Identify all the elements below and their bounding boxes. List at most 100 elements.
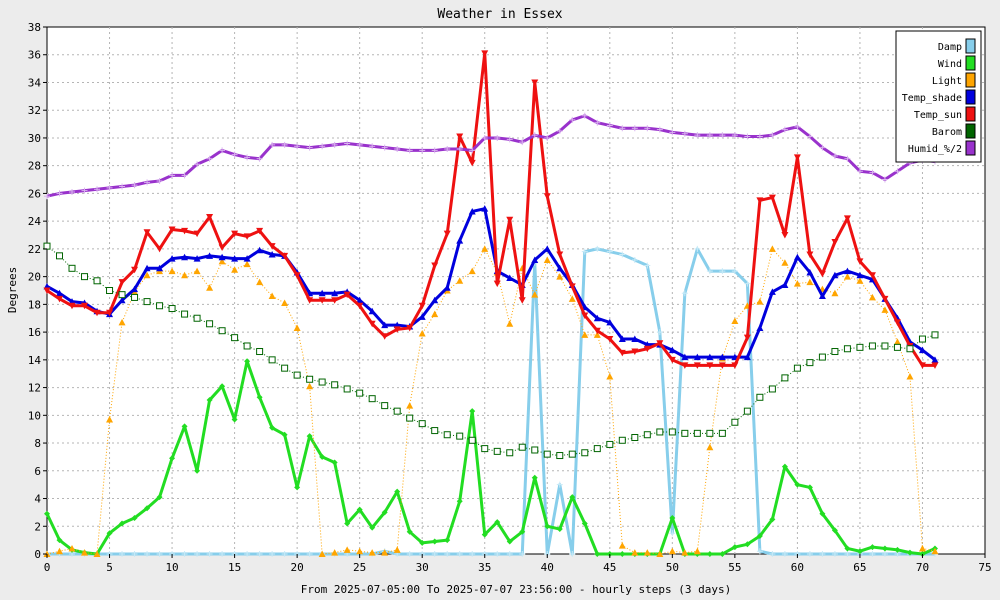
series-humid-2-point (831, 152, 838, 159)
series-temp-sun-point (768, 194, 776, 202)
series-barom-point (156, 302, 164, 310)
series-humid-2-point (419, 147, 426, 154)
legend: Damp Wind Light Temp_shade Temp_sun Barom Humi… (895, 30, 982, 163)
series-humid-2-point (44, 193, 50, 200)
y-tick-label: 4 (34, 493, 41, 506)
series-temp-sun-point (243, 233, 251, 240)
series-humid-2-point (581, 112, 588, 119)
series-wind-point (244, 358, 251, 365)
series-light-point (231, 266, 239, 273)
series-humid-2-point (369, 143, 376, 150)
series-barom-point (468, 436, 476, 444)
series-humid-2-point (631, 125, 638, 132)
series-temp-shade-point (268, 250, 276, 258)
series-light-point (181, 271, 189, 279)
series-wind-point (256, 394, 263, 401)
series-humid-2-point (256, 155, 263, 162)
series-humid-2-point (644, 125, 651, 132)
series-humid-2-point (494, 134, 501, 141)
series-damp-point (206, 551, 213, 557)
series-temp-sun-point (218, 244, 226, 252)
series-barom-point (756, 393, 764, 401)
series-light-point (918, 544, 926, 552)
series-humid-2-point (569, 116, 576, 123)
series-temp-sun-point (518, 297, 526, 304)
series-temp-shade-point (856, 271, 864, 279)
series-barom (43, 242, 939, 460)
series-temp-shade-point (168, 255, 176, 262)
series-damp-point (619, 251, 626, 258)
series-damp-point (569, 551, 576, 557)
series-temp-sun-point (406, 324, 414, 332)
series-wind-point (556, 526, 563, 533)
series-temp-shade-point (231, 255, 239, 262)
series-temp-shade-point (468, 207, 476, 215)
series-wind-point (381, 509, 388, 516)
series-temp-shade-point (381, 321, 389, 329)
series-barom-point (43, 242, 51, 250)
series-humid-2-point (281, 141, 288, 148)
series-humid-2-point (531, 132, 538, 139)
series-temp-sun-point (618, 349, 626, 357)
series-temp-shade-point (443, 284, 451, 291)
y-tick-label: 14 (28, 354, 42, 367)
series-temp-shade-point (531, 256, 539, 263)
series-light-point (793, 280, 801, 287)
series-wind-point (406, 528, 413, 535)
series-damp-point (781, 551, 788, 557)
series-temp-sun-point (206, 213, 214, 221)
series-barom-point (693, 429, 701, 437)
series-temp-sun-point (831, 238, 839, 246)
series-temp-shade-point (718, 353, 726, 361)
series-light-point (456, 277, 464, 284)
series-damp-point (131, 551, 138, 557)
series-humid-2-point (119, 183, 126, 190)
series-light-point (256, 278, 264, 286)
series-light-point (681, 549, 689, 556)
series-humid-2-point (69, 189, 76, 196)
series-temp-shade-point (193, 255, 201, 262)
series-light-point (381, 549, 389, 556)
series-wind-point (619, 551, 626, 557)
series-light-point (281, 299, 289, 306)
series-light-point (843, 273, 851, 280)
series-humid-2-point (319, 143, 326, 150)
series-temp-sun-point (418, 302, 426, 310)
series-barom-point (593, 445, 601, 453)
series-barom-point (556, 452, 564, 460)
axes: 0 5 10 15 20 25 30 35 40 45 50 55 60 65 70 750246810121… (28, 21, 992, 574)
series-humid-2-point (394, 146, 401, 153)
series-temp-sun-point (268, 243, 276, 250)
series-barom-point (631, 434, 639, 442)
series-damp-point (719, 268, 726, 275)
series-wind-point (369, 524, 376, 531)
series-temp-sun-point (918, 362, 926, 369)
x-tick-label: 35 (478, 561, 491, 574)
series-light-point (206, 284, 214, 291)
series-barom-point (256, 348, 264, 356)
y-tick-label: 24 (28, 215, 42, 228)
series-barom-point (618, 436, 626, 444)
series-temp-sun-point (156, 245, 164, 253)
series-wind-point (419, 539, 426, 546)
series-temp-sun-point (343, 291, 351, 299)
series-barom-point (331, 381, 339, 389)
series-light-point (118, 318, 126, 326)
series-barom-point (343, 385, 351, 393)
series-temp-shade-point (156, 264, 164, 272)
series-temp-sun-point (631, 348, 639, 356)
series-humid-2-point (269, 141, 276, 148)
series-wind-point (781, 463, 788, 470)
series-barom-point (143, 298, 151, 306)
series-wind-point (856, 548, 863, 555)
series-humid-2-point (181, 172, 188, 179)
series-wind-point (269, 424, 276, 431)
series-barom-point (518, 443, 526, 451)
series-temp-sun-point (706, 362, 714, 369)
series-barom-point (718, 429, 726, 437)
series-temp-shade-point (318, 289, 326, 297)
series-damp-point (144, 551, 151, 557)
series-barom-point (706, 429, 714, 437)
series-damp-point (256, 551, 263, 557)
series-light-point (656, 550, 664, 557)
